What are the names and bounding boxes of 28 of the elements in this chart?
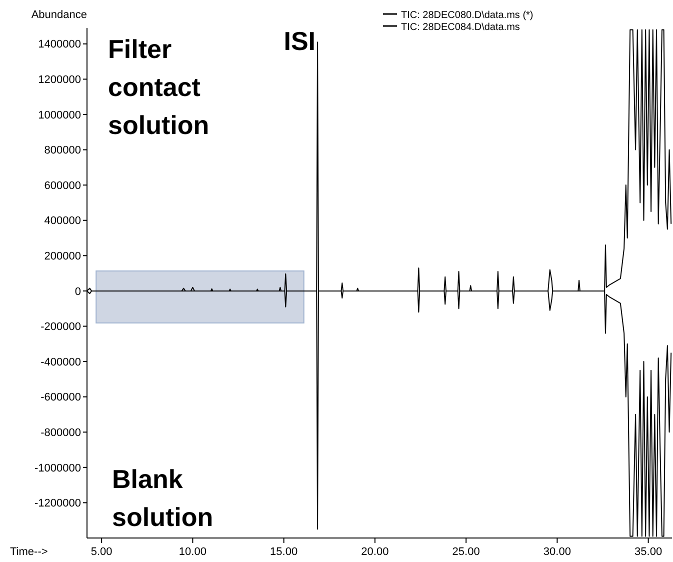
annotation: Filter contact solution [108, 34, 210, 140]
x-axis-title: Time--> [10, 546, 48, 558]
annotation: ISI [284, 26, 316, 56]
x-tick-label: 15.00 [270, 546, 298, 558]
legend-label: TIC: 28DEC080.D\data.ms (*) [401, 10, 534, 21]
y-tick-label: 1000000 [38, 109, 81, 122]
y-tick-label: -1000000 [34, 462, 81, 474]
y-tick-label: -400000 [40, 356, 81, 368]
x-tick-label: 30.00 [543, 546, 571, 558]
y-tick-label: -1200000 [34, 498, 81, 510]
x-tick-label: 35.00 [634, 546, 662, 558]
annotation: Blank solution [112, 464, 214, 532]
y-tick-label: 200000 [44, 250, 81, 262]
y-tick-label: 600000 [44, 180, 81, 192]
y-tick-label: -200000 [40, 321, 81, 334]
x-tick-label: 5.00 [90, 546, 112, 558]
y-tick-label: 1400000 [38, 38, 81, 51]
x-tick-label: 10.00 [178, 546, 206, 558]
x-tick-label: 25.00 [452, 546, 480, 558]
y-tick-label: -600000 [40, 392, 81, 404]
y-axis-title: Abundance [31, 9, 87, 21]
y-tick-label: 1200000 [38, 74, 81, 86]
y-tick-label: 400000 [44, 215, 81, 228]
y-tick-label: 0 [74, 286, 81, 298]
y-tick-label: -800000 [40, 426, 81, 439]
y-tick-label: 800000 [44, 144, 81, 157]
legend-label: TIC: 28DEC084.D\data.ms [401, 22, 520, 33]
x-tick-label: 20.00 [361, 546, 389, 558]
